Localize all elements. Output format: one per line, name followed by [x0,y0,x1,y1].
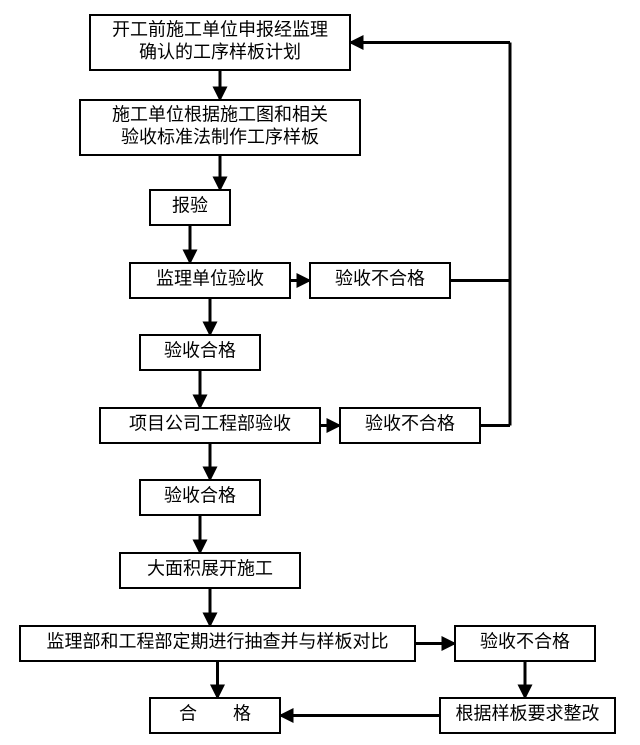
flow-node-n4: 监理单位验收 [130,263,290,298]
flow-node-n11: 监理部和工程部定期进行抽查并与样板对比 [20,626,415,661]
flow-node-n10: 大面积展开施工 [120,553,300,588]
node-label: 施工单位根据施工图和相关 [112,104,328,124]
node-label: 根据样板要求整改 [456,704,600,724]
flow-node-n1: 开工前施工单位申报经监理确认的工序样板计划 [90,15,350,70]
node-label: 合 格 [179,704,251,724]
node-label: 监理单位验收 [156,269,264,289]
node-label: 确认的工序样板计划 [139,42,301,62]
flow-node-n6: 验收合格 [140,335,260,370]
flow-node-n14: 根据样板要求整改 [440,698,615,733]
node-label: 验收不合格 [335,269,425,289]
node-label: 监理部和工程部定期进行抽查并与样板对比 [47,632,389,652]
node-label: 报验 [172,196,208,216]
node-label: 验收不合格 [480,632,570,652]
flow-node-n3: 报验 [150,190,230,225]
flow-node-n12: 验收不合格 [455,626,595,661]
flow-node-n13: 合 格 [150,698,280,733]
flow-node-n2: 施工单位根据施工图和相关验收标准法制作工序样板 [80,100,360,155]
node-label: 验收不合格 [365,414,455,434]
flow-node-n8: 验收不合格 [340,408,480,443]
flow-node-n9: 验收合格 [140,480,260,515]
node-label: 验收合格 [164,341,236,361]
node-label: 验收合格 [164,486,236,506]
node-label: 大面积展开施工 [147,559,273,579]
node-label: 开工前施工单位申报经监理 [112,19,328,39]
node-label: 项目公司工程部验收 [129,414,291,434]
flowchart: 开工前施工单位申报经监理确认的工序样板计划施工单位根据施工图和相关验收标准法制作… [0,0,640,745]
flow-node-n5: 验收不合格 [310,263,450,298]
flow-node-n7: 项目公司工程部验收 [100,408,320,443]
node-label: 验收标准法制作工序样板 [121,127,319,147]
